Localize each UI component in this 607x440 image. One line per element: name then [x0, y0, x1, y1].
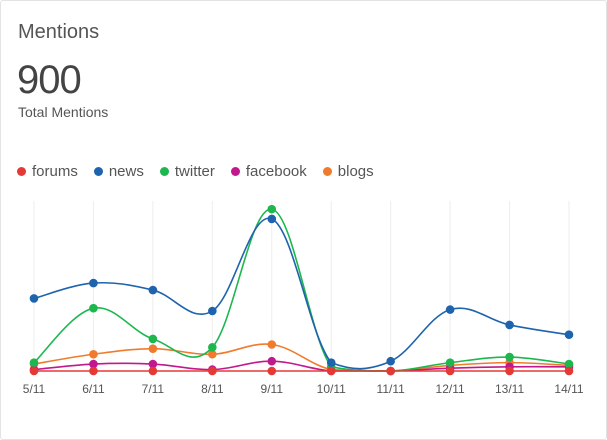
- data-point-news: [326, 358, 336, 367]
- data-point-forums: [386, 366, 395, 376]
- data-point-forums: [267, 366, 277, 376]
- legend-label-blogs: blogs: [337, 163, 374, 180]
- data-point-twitter: [148, 334, 158, 344]
- data-point-forums: [29, 366, 39, 376]
- data-point-forums: [208, 366, 217, 376]
- x-tick-label: 10/11: [317, 382, 346, 396]
- data-point-twitter: [564, 359, 574, 369]
- data-point-facebook: [148, 359, 158, 369]
- data-point-forums: [505, 366, 514, 376]
- series-line-twitter: [33, 208, 570, 372]
- chart-legend: forums news twitter facebook blogs: [17, 163, 390, 180]
- data-point-twitter: [29, 358, 39, 367]
- x-tick-label: 13/11: [495, 382, 524, 396]
- x-tick-label: 12/11: [436, 382, 465, 396]
- data-point-twitter: [89, 303, 98, 313]
- data-point-twitter: [267, 204, 277, 214]
- data-point-news: [29, 294, 39, 303]
- data-point-forums: [445, 366, 455, 376]
- legend-label-twitter: twitter: [174, 163, 215, 180]
- mentions-line-chart: 5/11 6/11 7/11 8/11 9/11 10/11 11/11 12/11 13/11…: [23, 201, 584, 396]
- x-tick-label: 11/11: [377, 382, 406, 396]
- data-point-news: [505, 320, 514, 330]
- series-line-facebook: [33, 360, 570, 372]
- legend-label-forums: forums: [32, 163, 78, 180]
- legend-dot-twitter: [159, 167, 169, 176]
- card-title: Mentions: [18, 21, 100, 43]
- data-point-news: [148, 285, 158, 295]
- legend-item-news[interactable]: news: [93, 163, 144, 180]
- data-point-twitter: [505, 352, 514, 362]
- legend-item-blogs[interactable]: blogs: [322, 163, 374, 180]
- data-point-news: [89, 278, 98, 288]
- data-point-forums: [89, 366, 98, 376]
- x-tick-label: 6/11: [82, 382, 105, 396]
- data-point-news: [386, 356, 395, 366]
- x-tick-label: 9/11: [261, 382, 284, 396]
- total-mentions-value: 900: [17, 58, 82, 102]
- legend-item-facebook[interactable]: facebook: [230, 163, 307, 180]
- legend-dot-facebook: [230, 167, 240, 176]
- data-point-news: [445, 305, 455, 314]
- x-tick-label: 8/11: [201, 382, 224, 396]
- data-point-twitter: [208, 342, 217, 352]
- data-point-forums: [148, 366, 158, 376]
- data-point-forums: [326, 366, 336, 376]
- legend-label-facebook: facebook: [245, 163, 307, 180]
- total-mentions-label: Total Mentions: [18, 104, 109, 120]
- x-tick-label: 5/11: [23, 382, 46, 396]
- series-line-blogs: [33, 343, 570, 372]
- data-point-blogs: [267, 340, 277, 349]
- data-point-blogs: [148, 344, 158, 353]
- legend-label-news: news: [108, 163, 144, 180]
- data-point-forums: [564, 366, 574, 376]
- legend-item-twitter[interactable]: twitter: [159, 163, 215, 180]
- data-point-facebook: [267, 356, 277, 366]
- legend-dot-blogs: [322, 167, 332, 176]
- x-tick-label: 14/11: [554, 382, 583, 396]
- series-line-news: [33, 217, 570, 370]
- legend-item-forums[interactable]: forums: [17, 163, 78, 180]
- legend-dot-forums: [17, 167, 26, 176]
- x-tick-label: 7/11: [142, 382, 165, 396]
- data-point-facebook: [89, 359, 98, 369]
- data-point-blogs: [208, 349, 217, 359]
- data-point-news: [267, 214, 277, 224]
- legend-dot-news: [93, 167, 103, 176]
- data-point-blogs: [89, 349, 98, 359]
- data-point-news: [208, 306, 217, 316]
- data-point-twitter: [445, 358, 455, 367]
- data-point-news: [564, 330, 574, 340]
